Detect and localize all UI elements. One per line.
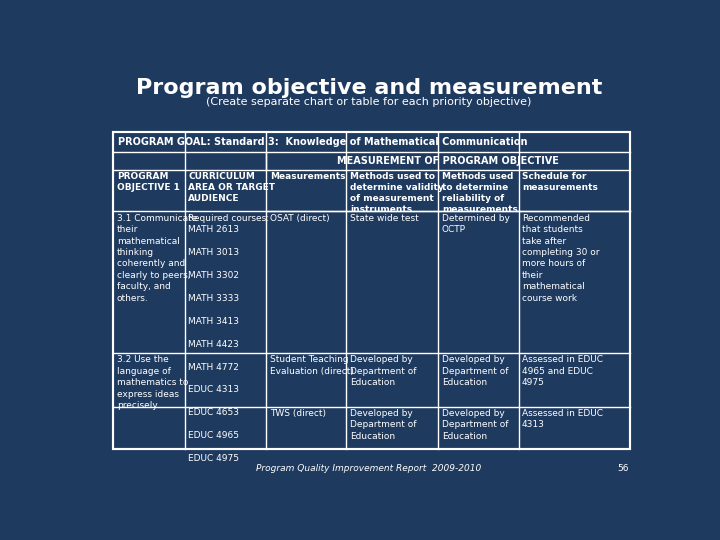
Text: Developed by
Department of
Education: Developed by Department of Education	[350, 409, 416, 441]
Text: CURRICULUM
AREA OR TARGET
AUDIENCE: CURRICULUM AREA OR TARGET AUDIENCE	[188, 172, 275, 203]
Text: State wide test: State wide test	[350, 214, 418, 222]
Bar	[114, 132, 630, 449]
Text: Recommended
that students
take after
completing 30 or
more hours of
their
mathem: Recommended that students take after com…	[522, 214, 599, 303]
Text: 56: 56	[617, 464, 629, 474]
Text: Methods used
to determine
reliability of
measurements: Methods used to determine reliability of…	[442, 172, 518, 214]
Text: (Create separate chart or table for each priority objective): (Create separate chart or table for each…	[207, 97, 531, 107]
Text: Measurements: Measurements	[270, 172, 345, 181]
Text: Required courses:
MATH 2613

MATH 3013

MATH 3302

MATH 3333

MATH 3413

MATH 44: Required courses: MATH 2613 MATH 3013 MA…	[188, 214, 269, 463]
Text: Developed by
Department of
Education: Developed by Department of Education	[442, 355, 508, 387]
Text: Determined by
OCTP: Determined by OCTP	[442, 214, 510, 234]
Text: Student Teaching
Evaluation (direct): Student Teaching Evaluation (direct)	[270, 355, 354, 376]
Text: Methods used to
determine validity
of measurement
instruments: Methods used to determine validity of me…	[350, 172, 444, 214]
Text: Assessed in EDUC
4313: Assessed in EDUC 4313	[522, 409, 603, 429]
Text: Program Quality Improvement Report  2009-2010: Program Quality Improvement Report 2009-…	[256, 464, 482, 474]
Bar	[114, 132, 630, 449]
Text: MEASUREMENT OF PROGRAM OBJECTIVE: MEASUREMENT OF PROGRAM OBJECTIVE	[338, 156, 559, 166]
Text: Developed by
Department of
Education: Developed by Department of Education	[350, 355, 416, 387]
Text: Program objective and measurement: Program objective and measurement	[136, 78, 602, 98]
Text: Developed by
Department of
Education: Developed by Department of Education	[442, 409, 508, 441]
Text: TWS (direct): TWS (direct)	[270, 409, 325, 418]
Text: Assessed in EDUC
4965 and EDUC
4975: Assessed in EDUC 4965 and EDUC 4975	[522, 355, 603, 387]
Text: Schedule for
measurements: Schedule for measurements	[522, 172, 598, 192]
Text: PROGRAM
OBJECTIVE 1: PROGRAM OBJECTIVE 1	[117, 172, 180, 192]
Text: OSAT (direct): OSAT (direct)	[270, 214, 329, 222]
Text: PROGRAM GOAL: Standard 3:  Knowledge of Mathematical Communication: PROGRAM GOAL: Standard 3: Knowledge of M…	[118, 137, 527, 147]
Text: 3.2 Use the
language of
mathematics to
express ideas
precisely.: 3.2 Use the language of mathematics to e…	[117, 355, 188, 410]
Text: 3.1 Communicate
their
mathematical
thinking
coherently and
clearly to peers,
fac: 3.1 Communicate their mathematical think…	[117, 214, 197, 303]
